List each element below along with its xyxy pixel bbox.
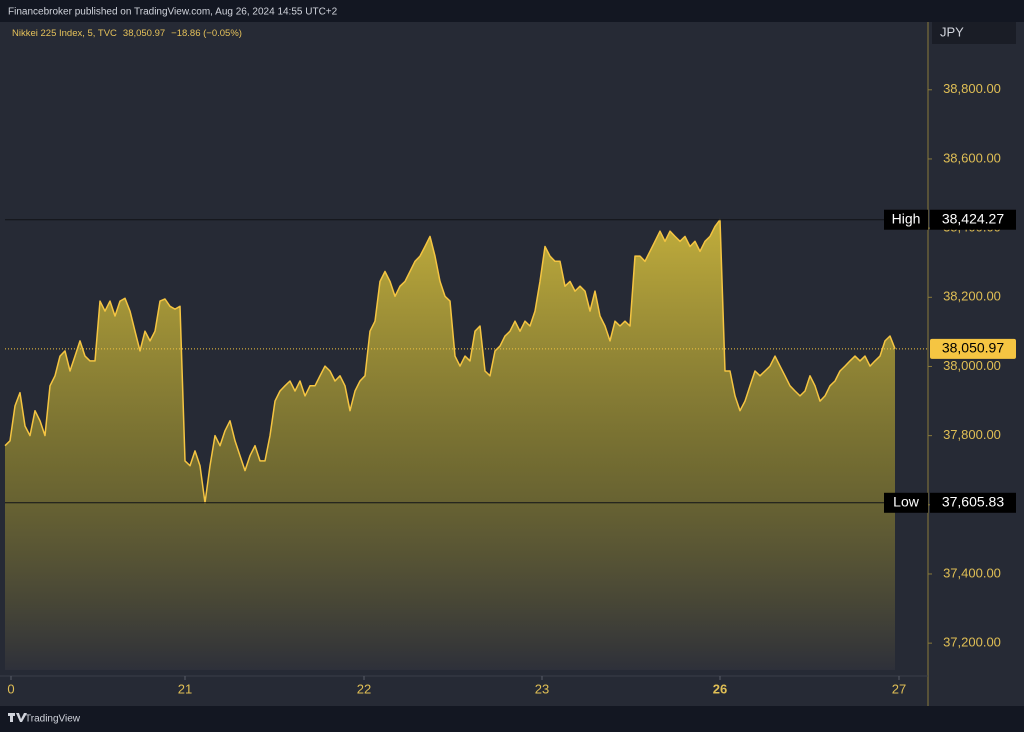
last-price-label: 38,050.97 [942,340,1004,356]
footer-logo: TradingView [8,713,81,725]
y-tick-label: 37,200.00 [943,635,1001,650]
logo-icon [8,713,27,722]
x-tick-label: 23 [535,681,549,696]
x-tick-label: 27 [892,681,906,696]
marker-value: 38,424.27 [942,210,1004,226]
currency-box [932,22,1016,44]
currency-label: JPY [940,24,964,39]
header-bar [0,0,1024,22]
legend-change: −18.86 (−0.05%) [171,28,242,39]
header-text: Financebroker published on TradingView.c… [8,7,338,18]
y-tick-label: 38,600.00 [943,150,1001,165]
y-tick-label: 37,400.00 [943,565,1001,580]
marker-name-box [884,209,928,230]
marker-name: High [892,210,921,226]
legend-symbol: Nikkei 225 Index, 5, TVC [12,28,117,39]
x-tick-label: 26 [713,681,727,696]
marker-value-box [930,492,1016,513]
area-fill [5,219,895,670]
marker-name: Low [893,493,920,509]
x-tick-label: 21 [178,681,192,696]
x-tick-label: 22 [357,681,371,696]
marker-value: 37,605.83 [942,493,1004,509]
y-tick-label: 38,000.00 [943,358,1001,373]
marker-value-box [930,209,1016,230]
price-line [4,218,896,504]
y-tick-label: 38,800.00 [943,81,1001,96]
footer-text: TradingView [25,714,81,725]
last-price-box [930,338,1016,359]
legend-text: Nikkei 225 Index, 5, TVC 38,050.97 −18.86 … [12,28,242,39]
legend: Nikkei 225 Index, 5, TVC 38,050.97 −18.86 … [12,28,242,39]
marker-name-box [884,492,928,513]
y-tick-label: 37,800.00 [943,427,1001,442]
plot-area: 37,200.0037,400.0037,600.0037,800.0038,0… [4,81,1001,696]
legend-last: 38,050.97 [123,28,165,39]
overlay: High 38,424.27 Low 37,605.83 38,050.97 [5,209,1016,513]
x-tick-label: 0 [7,681,14,696]
y-tick-label: 38,200.00 [943,289,1001,304]
footer-bar [0,706,1024,732]
